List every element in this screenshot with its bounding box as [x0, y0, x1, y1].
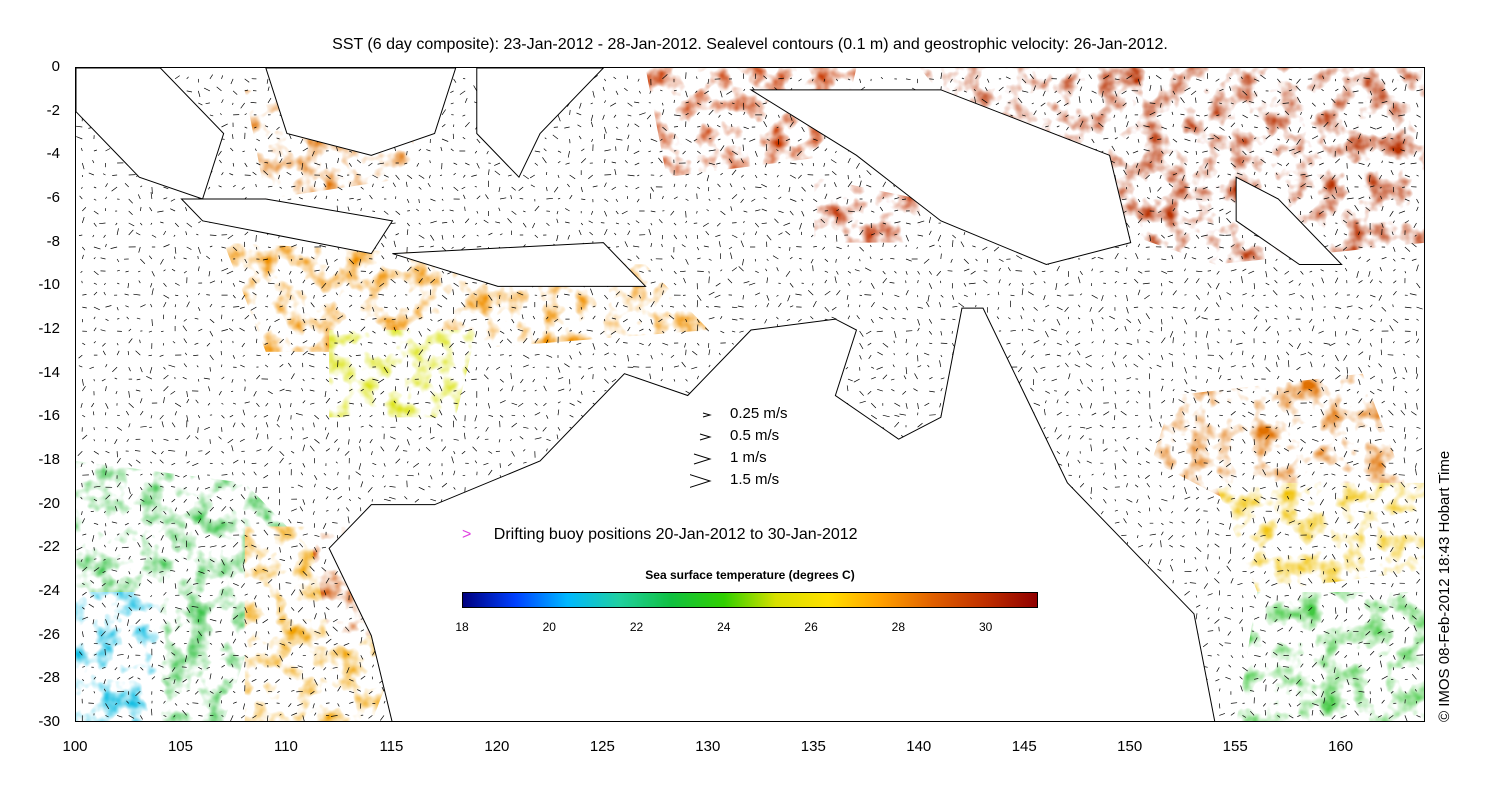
arrow-icon [699, 433, 712, 441]
y-tick-label: -24 [38, 582, 60, 599]
x-tick-label: 115 [379, 738, 404, 755]
x-tick-label: 135 [800, 738, 826, 755]
sst-patch [919, 68, 1424, 265]
arrow-icon [693, 453, 712, 465]
velocity-legend-label: 0.5 m/s [730, 427, 780, 444]
land-mass [749, 89, 1132, 266]
credit-label: © IMOS 08-Feb-2012 18:43 Hobart Time [1436, 450, 1453, 722]
y-tick-label: -16 [38, 407, 60, 425]
y-tick-label: -2 [46, 101, 60, 119]
x-tick-label: 120 [484, 738, 510, 755]
map-canvas [76, 68, 1424, 721]
land-mass [392, 242, 647, 287]
x-tick-label: 155 [1222, 738, 1248, 755]
colorbar-tick-label: 18 [455, 620, 469, 634]
y-tick-label: -26 [38, 625, 60, 643]
land-mass [180, 198, 394, 255]
y-tick-label: -30 [38, 713, 60, 730]
sst-patch [1236, 592, 1424, 721]
velocity-legend-label: 1.5 m/s [730, 471, 780, 488]
x-tick-label: 130 [695, 738, 721, 755]
x-tick-label: 160 [1328, 738, 1354, 755]
x-tick-label: 100 [62, 738, 88, 755]
y-tick-label: -14 [38, 363, 60, 381]
y-tick-label: -22 [38, 538, 60, 556]
land-mass [265, 68, 457, 156]
colorbar-tick-label: 20 [542, 620, 556, 634]
y-tick-label: -10 [38, 276, 60, 294]
buoy-legend: > Drifting buoy positions 20-Jan-2012 to… [462, 526, 858, 544]
colorbar-title: Sea surface temperature (degrees C) [645, 568, 855, 582]
map-title: SST (6 day composite): 23-Jan-2012 - 28-… [332, 36, 1168, 53]
colorbar-tick-label: 28 [891, 620, 906, 634]
velocity-legend-label: 0.25 m/s [730, 405, 788, 422]
sst-patch [76, 592, 161, 721]
y-tick-label: -4 [46, 145, 60, 163]
colorbar-tick-label: 30 [978, 620, 993, 634]
y-tick-label: -6 [46, 189, 60, 206]
land-mass [76, 68, 225, 200]
arrow-icon [702, 412, 712, 418]
buoy-marker-icon: > [462, 526, 472, 543]
sst-patch [1151, 373, 1405, 505]
x-tick-label: 140 [906, 738, 932, 755]
sst-patch [814, 177, 920, 243]
colorbar-tick-label: 24 [717, 620, 731, 634]
y-tick-label: -20 [38, 494, 60, 512]
buoy-legend-label: Drifting buoy positions 20-Jan-2012 to 3… [493, 526, 858, 543]
arrow-icon [690, 474, 712, 488]
velocity-legend-item: 0.5 m/s [690, 426, 830, 448]
land-mass [328, 307, 1216, 721]
colorbar-tick-label: 22 [629, 620, 644, 634]
colorbar [462, 592, 1038, 608]
sst-patch [329, 330, 477, 418]
y-tick-label: -12 [38, 320, 60, 337]
velocity-legend-label: 1 m/s [730, 449, 767, 466]
colorbar-tick-label: 26 [804, 620, 818, 634]
x-tick-label: 125 [589, 738, 615, 755]
y-tick-label: -18 [38, 451, 60, 468]
y-tick-label: -28 [38, 669, 60, 687]
x-tick-label: 110 [273, 738, 298, 755]
map-area[interactable] [75, 67, 1425, 722]
y-tick-label: -8 [46, 232, 60, 250]
land-mass [1235, 176, 1343, 265]
sst-patch [1215, 482, 1424, 592]
x-tick-label: 150 [1117, 738, 1143, 755]
land-masses [76, 68, 1343, 721]
velocity-legend-item: 1 m/s [690, 448, 830, 470]
velocity-legend-item: 1.5 m/s [690, 470, 830, 492]
velocity-legend-item: 0.25 m/s [690, 404, 830, 426]
y-tick-label: 0 [51, 58, 60, 75]
velocity-legend: 0.25 m/s 0.5 m/s 1 m/s 1.5 m/s [690, 404, 830, 492]
x-tick-label: 145 [1011, 738, 1037, 755]
x-tick-label: 105 [167, 738, 193, 755]
land-mass [476, 68, 605, 179]
